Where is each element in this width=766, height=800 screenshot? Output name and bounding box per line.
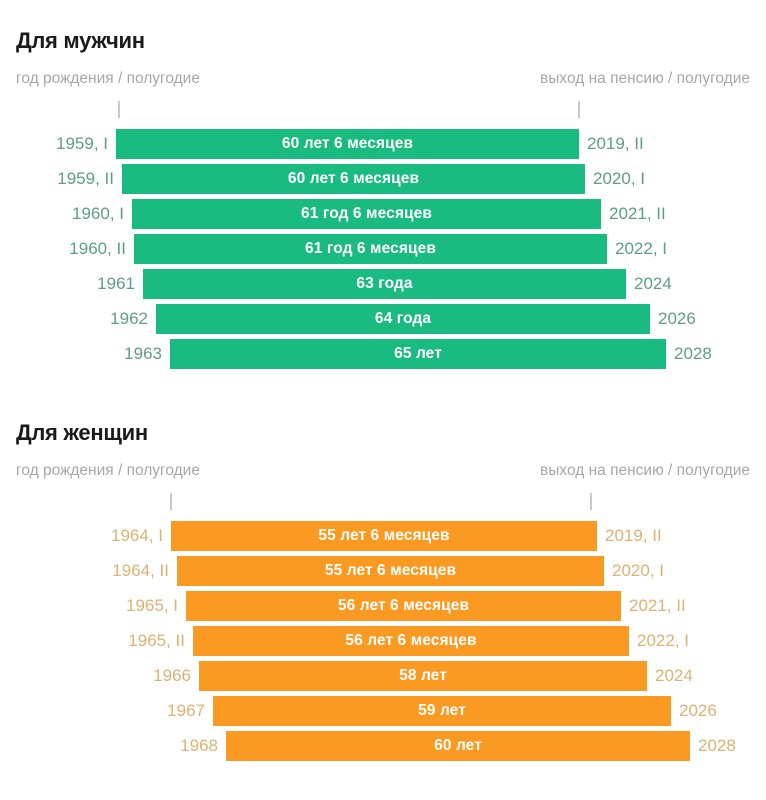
birth-year-label: 1967 [167, 701, 205, 720]
bar-row: 1959, I 60 лет 6 месяцев 2019, II [0, 129, 766, 159]
bar-row: 1965, II 56 лет 6 месяцев 2022, I [0, 626, 766, 656]
age-bar: 63 года [143, 269, 626, 299]
axis-tick-men-left [118, 101, 120, 118]
bar-row: 1966 58 лет 2024 [0, 661, 766, 691]
age-bar-label: 56 лет 6 месяцев [345, 632, 477, 650]
age-bar-label: 61 год 6 месяцев [305, 240, 436, 258]
birth-year-label: 1959, II [57, 169, 114, 188]
age-bar: 60 лет 6 месяцев [122, 164, 585, 194]
axis-label-left-women: год рождения / полугодие [16, 462, 200, 479]
age-bar-label: 55 лет 6 месяцев [324, 562, 457, 580]
retirement-year-label: 2022, I [615, 239, 667, 258]
axis-tick-women-right [590, 493, 592, 510]
birth-year-label: 1962 [110, 309, 148, 328]
birth-year-label: 1959, I [56, 134, 108, 153]
age-bar-label: 58 лет [399, 667, 447, 685]
birth-year-label: 1968 [180, 736, 218, 755]
section-title-women: Для женщин [16, 420, 148, 445]
age-bar: 55 лет 6 месяцев [177, 556, 604, 586]
age-bar-label: 56 лет 6 месяцев [337, 597, 470, 615]
bar-row: 1961 63 года 2024 [0, 269, 766, 299]
bar-row: 1963 65 лет 2028 [0, 339, 766, 369]
axis-label-left-men: год рождения / полугодие [16, 70, 200, 87]
bar-rows-women: 1964, I 55 лет 6 месяцев 2019, II 1964, II 5… [0, 392, 766, 761]
age-bar: 56 лет 6 месяцев [193, 626, 629, 656]
birth-year-label: 1960, I [72, 204, 124, 223]
retirement-year-label: 2021, II [609, 204, 666, 223]
bar-row: 1965, I 56 лет 6 месяцев 2021, II [0, 591, 766, 621]
age-bar-label: 60 лет [434, 737, 482, 755]
birth-year-label: 1966 [153, 666, 191, 685]
retirement-year-label: 2020, I [593, 169, 645, 188]
retirement-year-label: 2026 [679, 701, 717, 720]
retirement-year-label: 2021, II [629, 596, 686, 615]
bar-rows-men: 1959, I 60 лет 6 месяцев 2019, II 1959, II 6… [0, 0, 766, 369]
axis-tick-women-left [170, 493, 172, 510]
retirement-year-label: 2024 [634, 274, 672, 293]
retirement-year-label: 2022, I [637, 631, 689, 650]
age-bar: 58 лет [199, 661, 647, 691]
age-bar-label: 60 лет 6 месяцев [281, 135, 414, 153]
age-bar-label: 63 года [356, 275, 413, 293]
age-bar: 55 лет 6 месяцев [171, 521, 597, 551]
age-bar-label: 65 лет [394, 345, 442, 363]
age-bar-label: 59 лет [418, 702, 466, 720]
birth-year-label: 1964, II [112, 561, 169, 580]
age-bar-label: 55 лет 6 месяцев [318, 527, 450, 545]
retirement-year-label: 2026 [658, 309, 696, 328]
retirement-year-label: 2028 [674, 344, 712, 363]
age-bar: 64 года [156, 304, 650, 334]
age-bar: 61 год 6 месяцев [132, 199, 601, 229]
axis-label-right-women: выход на пенсию / полугодие [540, 462, 750, 479]
bar-row: 1964, II 55 лет 6 месяцев 2020, I [0, 556, 766, 586]
age-bar: 56 лет 6 месяцев [186, 591, 621, 621]
age-bar-label: 64 года [374, 310, 432, 328]
retirement-year-label: 2024 [655, 666, 693, 685]
age-bar: 60 лет 6 месяцев [116, 129, 579, 159]
birth-year-label: 1965, I [126, 596, 178, 615]
age-bar: 61 год 6 месяцев [134, 234, 607, 264]
age-bar: 59 лет [213, 696, 671, 726]
bar-row: 1968 60 лет 2028 [0, 731, 766, 761]
retirement-year-label: 2028 [698, 736, 736, 755]
age-bar: 60 лет [226, 731, 690, 761]
birth-year-label: 1963 [124, 344, 162, 363]
bar-row: 1962 64 года 2026 [0, 304, 766, 334]
retirement-year-label: 2020, I [612, 561, 664, 580]
age-bar-label: 60 лет 6 месяцев [287, 170, 420, 188]
age-bar: 65 лет [170, 339, 666, 369]
retirement-year-label: 2019, II [587, 134, 644, 153]
axis-label-right-men: выход на пенсию / полугодие [540, 70, 750, 87]
bar-row: 1960, I 61 год 6 месяцев 2021, II [0, 199, 766, 229]
retirement-year-label: 2019, II [605, 526, 662, 545]
birth-year-label: 1961 [97, 274, 135, 293]
age-bar-label: 61 год 6 месяцев [301, 205, 432, 223]
bar-row: 1960, II 61 год 6 месяцев 2022, I [0, 234, 766, 264]
axis-tick-men-right [578, 101, 580, 118]
bar-row: 1964, I 55 лет 6 месяцев 2019, II [0, 521, 766, 551]
bar-row: 1959, II 60 лет 6 месяцев 2020, I [0, 164, 766, 194]
birth-year-label: 1960, II [69, 239, 126, 258]
birth-year-label: 1965, II [128, 631, 185, 650]
section-title-men: Для мужчин [16, 28, 145, 53]
birth-year-label: 1964, I [111, 526, 163, 545]
bar-row: 1967 59 лет 2026 [0, 696, 766, 726]
